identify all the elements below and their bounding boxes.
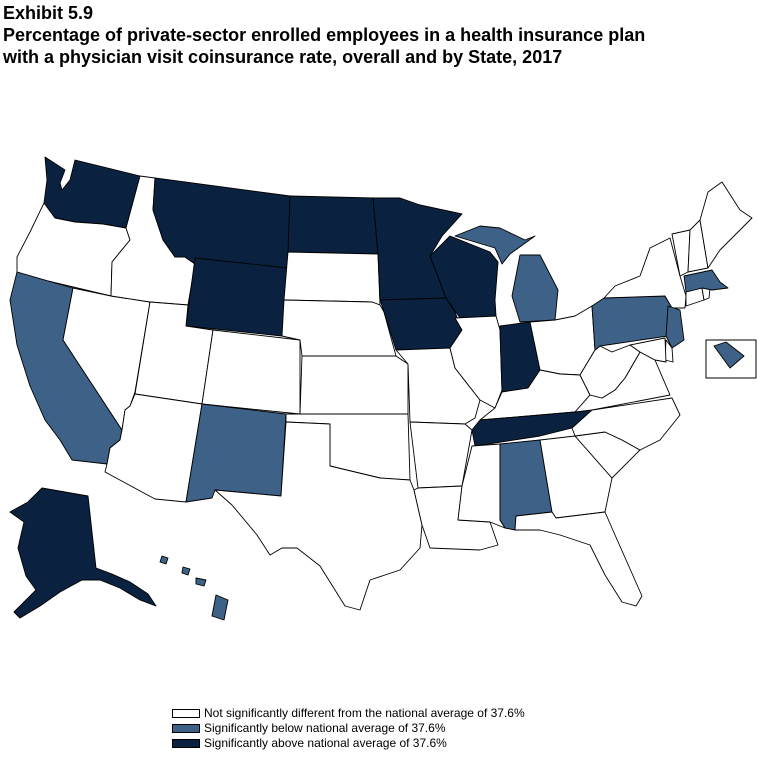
- title-block: Exhibit 5.9 Percentage of private-sector…: [3, 2, 753, 68]
- state-wi[interactable]: [429, 235, 499, 319]
- state-ks[interactable]: [299, 355, 409, 415]
- state-sd[interactable]: [283, 251, 381, 306]
- legend-item-above: Significantly above national average of …: [172, 736, 525, 751]
- state-tx[interactable]: [214, 421, 423, 611]
- state-nj[interactable]: [665, 305, 685, 349]
- legend-swatch: [172, 739, 200, 748]
- legend-label: Not significantly different from the nat…: [204, 706, 525, 720]
- title-line-1: Percentage of private-sector enrolled em…: [3, 25, 646, 45]
- state-nm[interactable]: [185, 403, 287, 503]
- state-co[interactable]: [201, 329, 301, 415]
- legend-label: Significantly above national average of …: [204, 736, 447, 750]
- legend-item-below: Significantly below national average of …: [172, 721, 525, 736]
- state-nc[interactable]: [571, 397, 681, 451]
- state-ma[interactable]: [683, 269, 729, 293]
- state-dc[interactable]: [713, 341, 745, 369]
- state-ak[interactable]: [9, 487, 157, 619]
- exhibit-label: Exhibit 5.9: [3, 3, 94, 23]
- state-il[interactable]: [449, 315, 503, 409]
- state-nd[interactable]: [287, 195, 379, 255]
- legend-swatch: [172, 724, 200, 733]
- state-wy[interactable]: [185, 257, 289, 337]
- legend-label: Significantly below national average of …: [204, 721, 446, 735]
- state-md[interactable]: [629, 337, 667, 363]
- state-hi[interactable]: [159, 555, 229, 621]
- legend: Not significantly different from the nat…: [172, 706, 525, 751]
- state-me[interactable]: [699, 181, 753, 269]
- state-ar[interactable]: [409, 421, 473, 489]
- legend-swatch: [172, 709, 200, 718]
- state-fl[interactable]: [514, 511, 643, 607]
- legend-item-not-significant: Not significantly different from the nat…: [172, 706, 525, 721]
- state-wa[interactable]: [43, 156, 141, 229]
- title-line-2: with a physician visit coinsurance rate,…: [3, 47, 563, 67]
